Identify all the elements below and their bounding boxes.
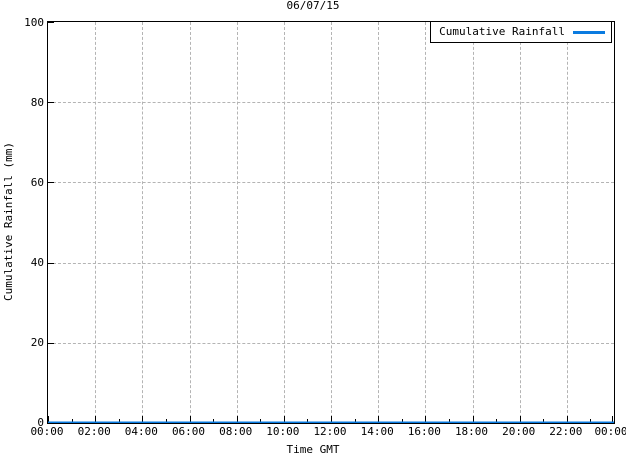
x-tick-label-0400: 04:00: [124, 425, 158, 438]
chart-legend: Cumulative Rainfall: [430, 21, 612, 43]
y-tick-label-20: 20: [30, 336, 44, 349]
x-tick-mark-minor-1900: [496, 419, 498, 423]
y-tick-mark-20: [48, 342, 54, 344]
x-tick-mark-1600: [425, 416, 427, 423]
x-tick-mark-0400: [142, 416, 144, 423]
x-tick-label-1800: 18:00: [454, 425, 489, 438]
x-tick-label-1600: 16:00: [407, 425, 441, 438]
y-tick-label-80: 80: [30, 96, 44, 109]
gridline-vertical-10: [283, 22, 285, 423]
chart-title: 06/07/15: [286, 0, 340, 12]
y-tick-mark-60: [48, 182, 54, 184]
x-tick-mark-minor-0100: [71, 419, 73, 423]
x-tick-mark-minor-1500: [401, 419, 403, 423]
x-tick-label-2000: 20:00: [502, 425, 536, 438]
x-tick-mark-1400: [378, 416, 380, 423]
x-tick-label-1400: 14:00: [360, 425, 394, 438]
gridline-vertical-12: [331, 22, 332, 423]
gridline-vertical-16: [425, 22, 427, 423]
x-tick-label-0200: 02:00: [77, 425, 111, 438]
x-tick-mark-2400: [612, 416, 613, 423]
y-tick-label-60: 60: [30, 176, 44, 189]
gridline-horizontal-40: [48, 262, 614, 264]
y-tick-mark-100: [48, 22, 54, 23]
gridline-horizontal-20: [48, 342, 614, 344]
legend-label-cumulative-rainfall: Cumulative Rainfall: [439, 25, 565, 38]
x-tick-mark-1000: [283, 416, 285, 423]
x-tick-mark-minor-0700: [213, 419, 215, 423]
y-tick-mark-40: [48, 262, 54, 264]
series-svg-cumulative-rainfall: [48, 421, 614, 423]
gridline-vertical-20: [519, 22, 521, 423]
x-tick-label-1000: 10:00: [266, 425, 300, 438]
y-tick-label-0: 0: [37, 416, 44, 429]
x-tick-mark-minor-0300: [118, 419, 120, 423]
x-tick-mark-minor-1700: [448, 419, 450, 423]
x-axis-title: Time GMT: [286, 443, 340, 456]
plot-area: [47, 21, 615, 424]
x-tick-mark-0600: [189, 416, 191, 423]
y-tick-mark-80: [48, 102, 54, 104]
x-tick-mark-1800: [472, 416, 474, 423]
gridline-vertical-06: [189, 22, 191, 423]
legend-line-swatch-icon: [573, 30, 605, 34]
x-tick-mark-minor-1300: [354, 419, 356, 423]
x-tick-label-1200: 12:00: [313, 425, 347, 438]
gridline-vertical-08: [236, 22, 238, 423]
x-tick-mark-minor-2300: [590, 419, 592, 423]
x-tick-label-0600: 06:00: [171, 425, 206, 438]
y-tick-label-100: 100: [24, 16, 44, 29]
gridline-horizontal-60: [48, 182, 614, 184]
gridline-vertical-22: [566, 22, 568, 423]
x-tick-label-0000-end: 00:00: [594, 425, 626, 438]
y-tick-label-40: 40: [30, 256, 44, 269]
gridline-horizontal-80: [48, 102, 614, 104]
y-axis-title: Cumulative Rainfall (mm): [2, 142, 15, 301]
x-tick-mark-minor-2100: [543, 419, 545, 423]
x-tick-mark-0000: [48, 416, 49, 423]
series-layer: [48, 22, 614, 423]
gridline-vertical-18: [472, 22, 474, 423]
x-tick-label-0000-start: 00:00: [30, 425, 64, 438]
x-tick-mark-minor-0900: [260, 419, 262, 423]
gridline-vertical-02: [95, 22, 97, 423]
gridline-vertical-04: [142, 22, 144, 423]
x-tick-mark-1200: [331, 416, 332, 423]
x-tick-mark-0200: [95, 416, 97, 423]
x-tick-mark-minor-0500: [165, 419, 167, 423]
x-tick-mark-0800: [236, 416, 238, 423]
x-tick-label-0800: 08:00: [219, 425, 253, 438]
gridline-vertical-14: [378, 22, 380, 423]
x-tick-mark-2200: [566, 416, 568, 423]
x-tick-label-2200: 22:00: [549, 425, 583, 438]
x-tick-mark-2000: [519, 416, 521, 423]
x-tick-mark-minor-1100: [307, 419, 309, 423]
